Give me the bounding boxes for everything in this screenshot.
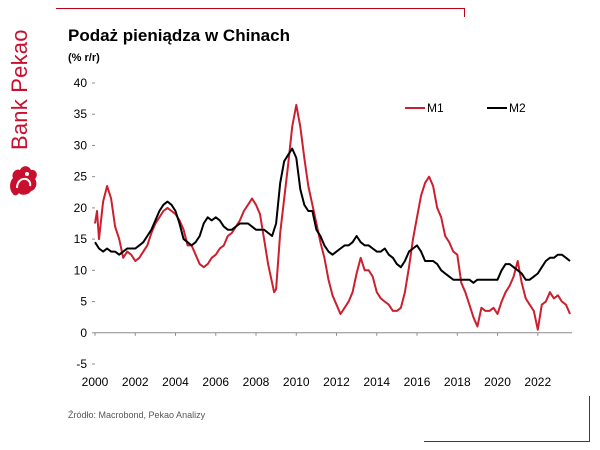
series-layer [94, 103, 571, 331]
axes: -5 0 5 10 15 20 25 30 35 40 2000 2002 2004 2006 2008 20… [74, 76, 572, 389]
x-tick-label: 2008 [243, 375, 270, 389]
x-tick-label: 2006 [202, 375, 229, 389]
chart-title: Podaż pieniądza w Chinach [68, 26, 290, 45]
brand-block: Bank Pekao [0, 0, 44, 220]
x-tick-label: 2020 [484, 375, 511, 389]
x-tick-label: 2014 [363, 375, 390, 389]
y-tick-label: 30 [74, 138, 88, 152]
x-tick-label: 2012 [323, 375, 350, 389]
y-tick-label: 15 [74, 232, 88, 246]
source-note: Źródło: Macrobond, Pekao Analizy [68, 410, 206, 420]
x-tick-label: 2002 [122, 375, 149, 389]
chart-legend: M1 M2 [405, 101, 526, 115]
top-frame-decoration [56, 8, 465, 17]
x-tick-label: 2018 [444, 375, 471, 389]
y-tick-label: 0 [80, 326, 87, 340]
y-tick-label: -5 [76, 357, 87, 371]
series-line-m1 [94, 103, 571, 331]
y-tick-label: 20 [74, 201, 88, 215]
y-tick-label: 5 [80, 295, 87, 309]
pekao-logo-icon [10, 166, 37, 196]
x-tick-label: 2004 [162, 375, 189, 389]
x-tick-label: 2010 [283, 375, 310, 389]
chart-subtitle: (% r/r) [68, 52, 100, 64]
x-tick-label: 2016 [404, 375, 431, 389]
series-line-m2 [94, 147, 571, 284]
bottom-frame-decoration [424, 396, 590, 442]
y-tick-label: 25 [74, 170, 88, 184]
y-tick-label: 35 [74, 107, 88, 121]
x-tick-label: 2022 [524, 375, 551, 389]
legend-label-m1: M1 [427, 101, 444, 115]
y-tick-label: 10 [74, 263, 88, 277]
legend-label-m2: M2 [509, 101, 526, 115]
x-tick-label: 2000 [82, 375, 109, 389]
y-tick-label: 40 [74, 76, 88, 90]
